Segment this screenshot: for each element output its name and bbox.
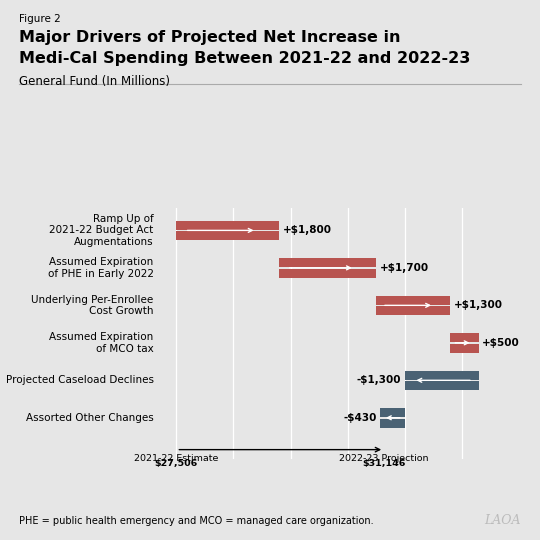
Bar [376,295,450,305]
Text: PHE = public health emergency and MCO = managed care organization.: PHE = public health emergency and MCO = … [19,516,374,526]
Text: +$1,300: +$1,300 [454,300,503,310]
Text: LAOA: LAOA [484,514,521,526]
Text: -$1,300: -$1,300 [357,375,401,386]
Text: Major Drivers of Projected Net Increase in: Major Drivers of Projected Net Increase … [19,30,400,45]
Bar [380,408,404,417]
Text: +$1,800: +$1,800 [282,225,332,235]
Bar [404,370,479,380]
Bar [450,343,479,353]
Text: 2022-23 Projection: 2022-23 Projection [339,454,429,463]
Text: Medi-Cal Spending Between 2021-22 and 2022-23: Medi-Cal Spending Between 2021-22 and 20… [19,51,470,66]
Text: Figure 2: Figure 2 [19,14,60,24]
Bar [279,268,376,278]
Text: $31,146: $31,146 [362,458,406,468]
Text: 2021-22 Estimate: 2021-22 Estimate [134,454,219,463]
Text: -$430: -$430 [343,413,377,423]
Bar [380,418,404,428]
Text: +$1,700: +$1,700 [380,263,429,273]
Bar [450,333,479,342]
Bar [376,306,450,315]
Text: $27,506: $27,506 [155,458,198,468]
Bar [177,231,279,240]
Bar [404,381,479,390]
Bar [279,258,376,267]
Bar [177,221,279,230]
Text: General Fund (In Millions): General Fund (In Millions) [19,75,170,87]
Text: +$500: +$500 [482,338,520,348]
